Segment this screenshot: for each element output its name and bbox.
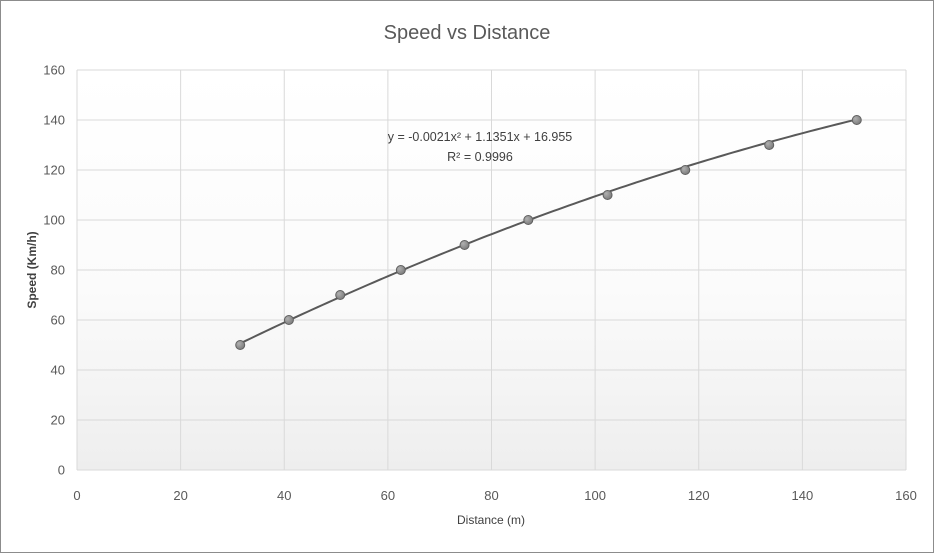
trendline-equation: y = -0.0021x² + 1.1351x + 16.955 bbox=[388, 130, 573, 144]
y-tick-label: 140 bbox=[43, 113, 65, 128]
x-axis-tick-labels: 0 20 40 60 80 100 120 140 160 bbox=[73, 488, 916, 503]
x-tick-label: 60 bbox=[381, 488, 395, 503]
data-point bbox=[602, 190, 613, 200]
x-tick-label: 140 bbox=[792, 488, 814, 503]
data-point bbox=[764, 140, 775, 150]
x-tick-label: 100 bbox=[584, 488, 606, 503]
y-tick-label: 40 bbox=[51, 363, 65, 378]
x-tick-label: 40 bbox=[277, 488, 291, 503]
y-tick-label: 60 bbox=[51, 313, 65, 328]
y-axis-tick-labels: 0 20 40 60 80 100 120 140 160 bbox=[43, 63, 65, 478]
x-tick-label: 80 bbox=[484, 488, 498, 503]
y-tick-label: 80 bbox=[51, 263, 65, 278]
y-tick-label: 100 bbox=[43, 213, 65, 228]
y-axis-label: Speed (Km/h) bbox=[25, 231, 39, 308]
chart-title: Speed vs Distance bbox=[384, 22, 551, 44]
x-tick-label: 160 bbox=[895, 488, 917, 503]
y-tick-label: 0 bbox=[58, 463, 65, 478]
data-point bbox=[335, 290, 346, 300]
data-point bbox=[680, 165, 691, 175]
data-point bbox=[395, 265, 406, 275]
data-points bbox=[235, 115, 862, 350]
x-tick-label: 0 bbox=[73, 488, 80, 503]
x-tick-label: 120 bbox=[688, 488, 710, 503]
data-point bbox=[851, 115, 862, 125]
x-tick-label: 20 bbox=[173, 488, 187, 503]
y-tick-label: 160 bbox=[43, 63, 65, 78]
y-tick-label: 120 bbox=[43, 163, 65, 178]
data-point bbox=[523, 215, 534, 225]
data-point bbox=[459, 240, 470, 250]
x-axis-label: Distance (m) bbox=[457, 513, 525, 527]
data-point bbox=[235, 340, 246, 350]
data-point bbox=[283, 315, 294, 325]
gridlines bbox=[76, 69, 907, 471]
trendline-r-squared: R² = 0.9996 bbox=[447, 150, 513, 164]
y-tick-label: 20 bbox=[51, 413, 65, 428]
